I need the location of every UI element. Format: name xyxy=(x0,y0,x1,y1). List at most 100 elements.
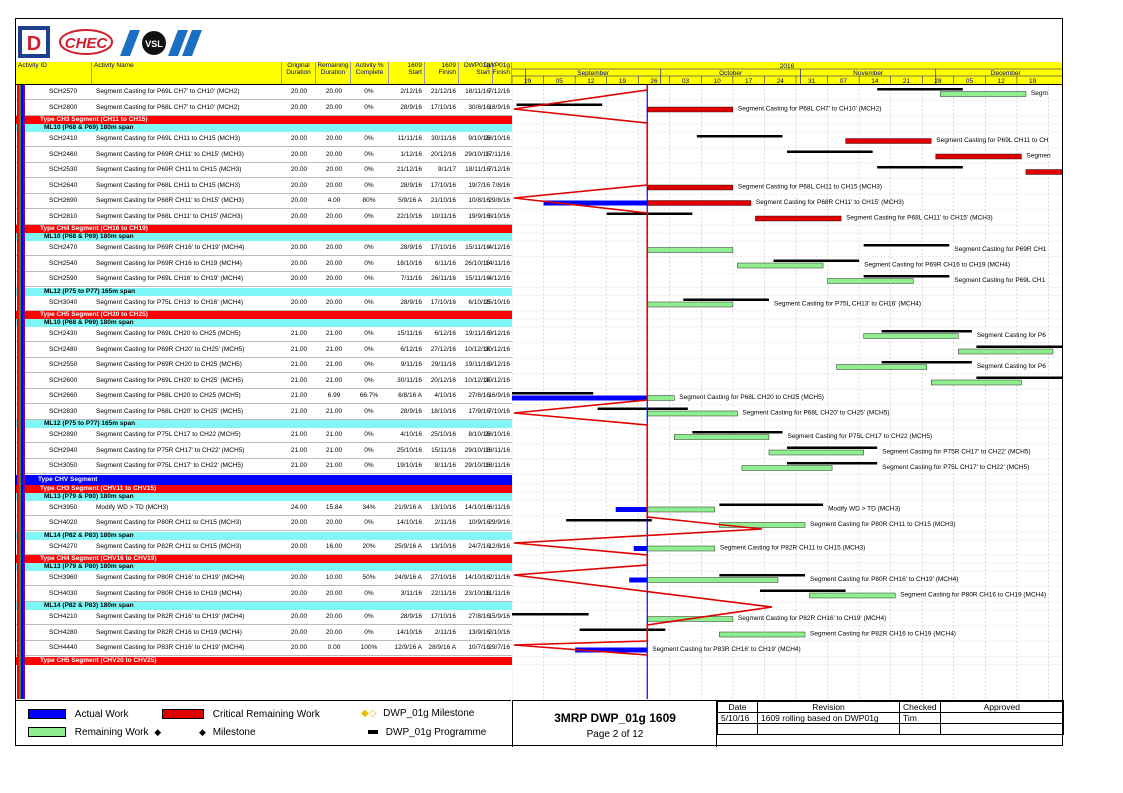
table-row[interactable]: SCH3960 Segment Casting for P80R CH16' to… xyxy=(16,571,512,586)
original-duration: 20.00 xyxy=(290,259,308,267)
category-header[interactable]: Type CH3 Segment (CHV11 to CHV15) xyxy=(16,484,512,493)
finish-1609: 29/11/16 xyxy=(431,361,456,368)
remaining-duration: 20.00 xyxy=(325,275,343,282)
start-1609: 28/9/16 xyxy=(400,244,422,251)
subgroup-header[interactable]: ML12 (P75 to P77) 165m span xyxy=(16,420,512,428)
table-row[interactable]: SCH2570 Segment Casting for P69L CH7' to … xyxy=(16,85,512,100)
category-header[interactable]: Type CH5 Segment (CH20 to CH25) xyxy=(16,311,512,319)
activity-complete: 0% xyxy=(364,361,374,368)
table-row[interactable]: SCH3050 Segment Casting for P75L CH17' to… xyxy=(16,459,512,474)
col-remaining-duration[interactable]: Remaining Duration xyxy=(316,62,351,84)
bar-label: Segment Casting for P6 xyxy=(977,332,1046,339)
col-activity-name[interactable]: Activity Name xyxy=(92,62,282,84)
week-label: 05 xyxy=(966,78,974,84)
table-row[interactable]: SCH2810 Segment Casting for P68L CH11' to… xyxy=(16,209,512,225)
table-row[interactable]: SCH2640 Segment Casting for P68L CH11 to … xyxy=(16,178,512,194)
category-header[interactable]: Type CH4 Segment (CH16 to CH19) xyxy=(16,225,512,233)
diamond-icon: ◆ xyxy=(199,727,206,737)
activity-name: Segment Casting for P68R CH11' to CH15' … xyxy=(96,197,244,204)
category-header[interactable]: Type CH3 Segment (CH11 to CH15) xyxy=(16,116,512,124)
activity-name: Segment Casting for P75L CH17' to CH22' … xyxy=(96,462,244,469)
subgroup-header[interactable]: ML10 (P68 & P69) 180m span xyxy=(16,233,512,241)
dwp-start: 23/10/16 xyxy=(464,589,490,597)
activity-name: Segment Casting for P83R CH16' to CH19' … xyxy=(96,644,245,651)
table-row[interactable]: SCH4440 Segment Casting for P83R CH16' to… xyxy=(16,641,512,656)
table-row[interactable]: SCH4210 Segment Casting for P82R CH16' to… xyxy=(16,610,512,625)
category-header[interactable]: Type CH4 Segment (CHV16 to CHV19) xyxy=(16,555,512,563)
subgroup-header[interactable]: ML14 (P82 & P83) 180m span xyxy=(16,602,512,610)
table-row[interactable]: SCH2430 Segment Casting for P69L CH20 to … xyxy=(16,327,512,342)
week-label: 26 xyxy=(650,78,658,84)
dwp-finish: 12/8/16 xyxy=(488,542,510,550)
col-1609-finish[interactable]: 1609 Finish xyxy=(425,62,459,84)
table-row[interactable]: SCH2540 Segment Casting for P69R CH16 to … xyxy=(16,256,512,272)
subgroup-header[interactable]: ML14 (P82 & P83) 180m span xyxy=(16,531,512,540)
subgroup-header[interactable]: ML13 (P79 & P80) 180m span xyxy=(16,492,512,501)
finish-1609: 20/12/16 xyxy=(430,376,456,384)
table-row[interactable]: SCH2800 Segment Casting for P68L CH7' to … xyxy=(16,100,512,116)
dwp-finish: 16/9/16 xyxy=(488,392,510,399)
bar-label: Segment Casting for P68L CH20' to CH25' … xyxy=(742,410,889,417)
table-row[interactable]: SCH2470 Segment Casting for P69R CH16' to… xyxy=(16,241,512,256)
group-header[interactable]: Type CHV Segment xyxy=(16,474,512,485)
finish-1609: 27/10/16 xyxy=(430,574,456,581)
table-row[interactable]: SCH2830 Segment Casting for P68L CH20' to… xyxy=(16,404,512,420)
dwp-finish: 8/10/16 xyxy=(488,212,510,220)
original-duration: 24.00 xyxy=(290,503,308,511)
subgroup-header[interactable]: ML12 (P75 to P77) 165m span xyxy=(16,287,512,296)
logo-bar: D CHEC VSL xyxy=(16,20,316,60)
table-row[interactable]: SCH2530 Segment Casting for P69R CH11 to … xyxy=(16,163,512,178)
col-1609-start[interactable]: 1609 Start xyxy=(389,62,425,84)
table-row[interactable]: SCH2590 Segment Casting for P69L CH16' to… xyxy=(16,272,512,287)
remaining-bar xyxy=(863,333,959,339)
col-dwp-finish[interactable]: DWP01g Finish xyxy=(484,62,512,84)
table-row[interactable]: SCH2460 Segment Casting for P69R CH11' to… xyxy=(16,147,512,163)
rev-header-checked: Checked xyxy=(899,701,941,713)
original-duration: 20.00 xyxy=(290,589,308,597)
group-label: ML10 (P68 & P69) 180m span xyxy=(44,124,134,131)
remaining-bar xyxy=(940,91,1027,97)
remaining-duration: 21.00 xyxy=(325,330,343,337)
table-row[interactable]: SCH4270 Segment Casting for P82R CH11 to … xyxy=(16,539,512,555)
activity-id: SCH2940 xyxy=(49,446,78,454)
category-header[interactable]: Type CH5 Segment (CHV20 to CHV25) xyxy=(16,656,512,665)
subgroup-header[interactable]: ML10 (P68 & P69) 180m span xyxy=(16,319,512,327)
month-label: November xyxy=(853,70,884,77)
table-row[interactable]: SCH2410 Segment Casting for P69L CH11 to … xyxy=(16,132,512,147)
activity-name: Segment Casting for P68L CH20' to CH25' … xyxy=(96,407,244,415)
programme-bar xyxy=(597,407,688,410)
table-row[interactable]: SCH4020 Segment Casting for P80R CH11 to … xyxy=(16,516,512,531)
table-row[interactable]: SCH2600 Segment Casting for P69L CH20' to… xyxy=(16,373,512,389)
activity-complete: 0% xyxy=(364,462,374,469)
table-row[interactable]: SCH2480 Segment Casting for P69R CH20' to… xyxy=(16,342,512,358)
finish-1609: 17/10/16 xyxy=(430,298,456,306)
table-row[interactable]: SCH2890 Segment Casting for P75L CH17 to … xyxy=(16,428,512,443)
remaining-bar xyxy=(647,200,752,206)
dwp-start: 10/8/16 xyxy=(468,197,490,204)
programme-bar xyxy=(719,503,824,506)
bar-label: Segment Casting for P75L CH17' to CH22' … xyxy=(882,464,1029,471)
activity-complete: 0% xyxy=(364,88,374,95)
dwp-finish: 25/10/16 xyxy=(484,298,510,306)
col-original-duration[interactable]: Original Duration xyxy=(282,62,316,84)
start-1609: 12/9/16 A xyxy=(394,644,422,651)
col-activity-id[interactable]: Activity ID xyxy=(16,62,92,84)
table-row[interactable]: SCH4280 Segment Casting for P82R CH16 to … xyxy=(16,625,512,641)
activity-id: SCH2480 xyxy=(49,345,78,353)
remaining-bar xyxy=(719,522,806,528)
table-row[interactable]: SCH4030 Segment Casting for P80R CH16 to … xyxy=(16,586,512,602)
table-row[interactable]: SCH2940 Segment Casting for P75R CH17' to… xyxy=(16,443,512,459)
subgroup-header[interactable]: ML13 (P79 & P80) 180m span xyxy=(16,563,512,571)
col-activity-complete[interactable]: Activity % Complete xyxy=(351,62,389,84)
table-row[interactable]: SCH3950 Modify WD > TD (MCH3) 24.00 15.84 34… xyxy=(16,500,512,516)
finish-1609: 8/11/16 xyxy=(434,462,456,469)
table-row[interactable]: SCH2690 Segment Casting for P68R CH11' to… xyxy=(16,194,512,209)
activity-id: SCH3040 xyxy=(49,298,78,306)
col-dwp-start[interactable]: DWP01g Start xyxy=(459,62,493,84)
table-row[interactable]: SCH2550 Segment Casting for P69R CH20 to … xyxy=(16,358,512,373)
remaining-duration: 20.00 xyxy=(325,212,343,220)
remaining-duration: 20.00 xyxy=(325,613,343,620)
subgroup-header[interactable]: ML10 (P68 & P69) 180m span xyxy=(16,124,512,132)
table-row[interactable]: SCH2660 Segment Casting for P68L CH20 to … xyxy=(16,389,512,404)
table-row[interactable]: SCH3040 Segment Casting for P75L CH13' to… xyxy=(16,295,512,311)
